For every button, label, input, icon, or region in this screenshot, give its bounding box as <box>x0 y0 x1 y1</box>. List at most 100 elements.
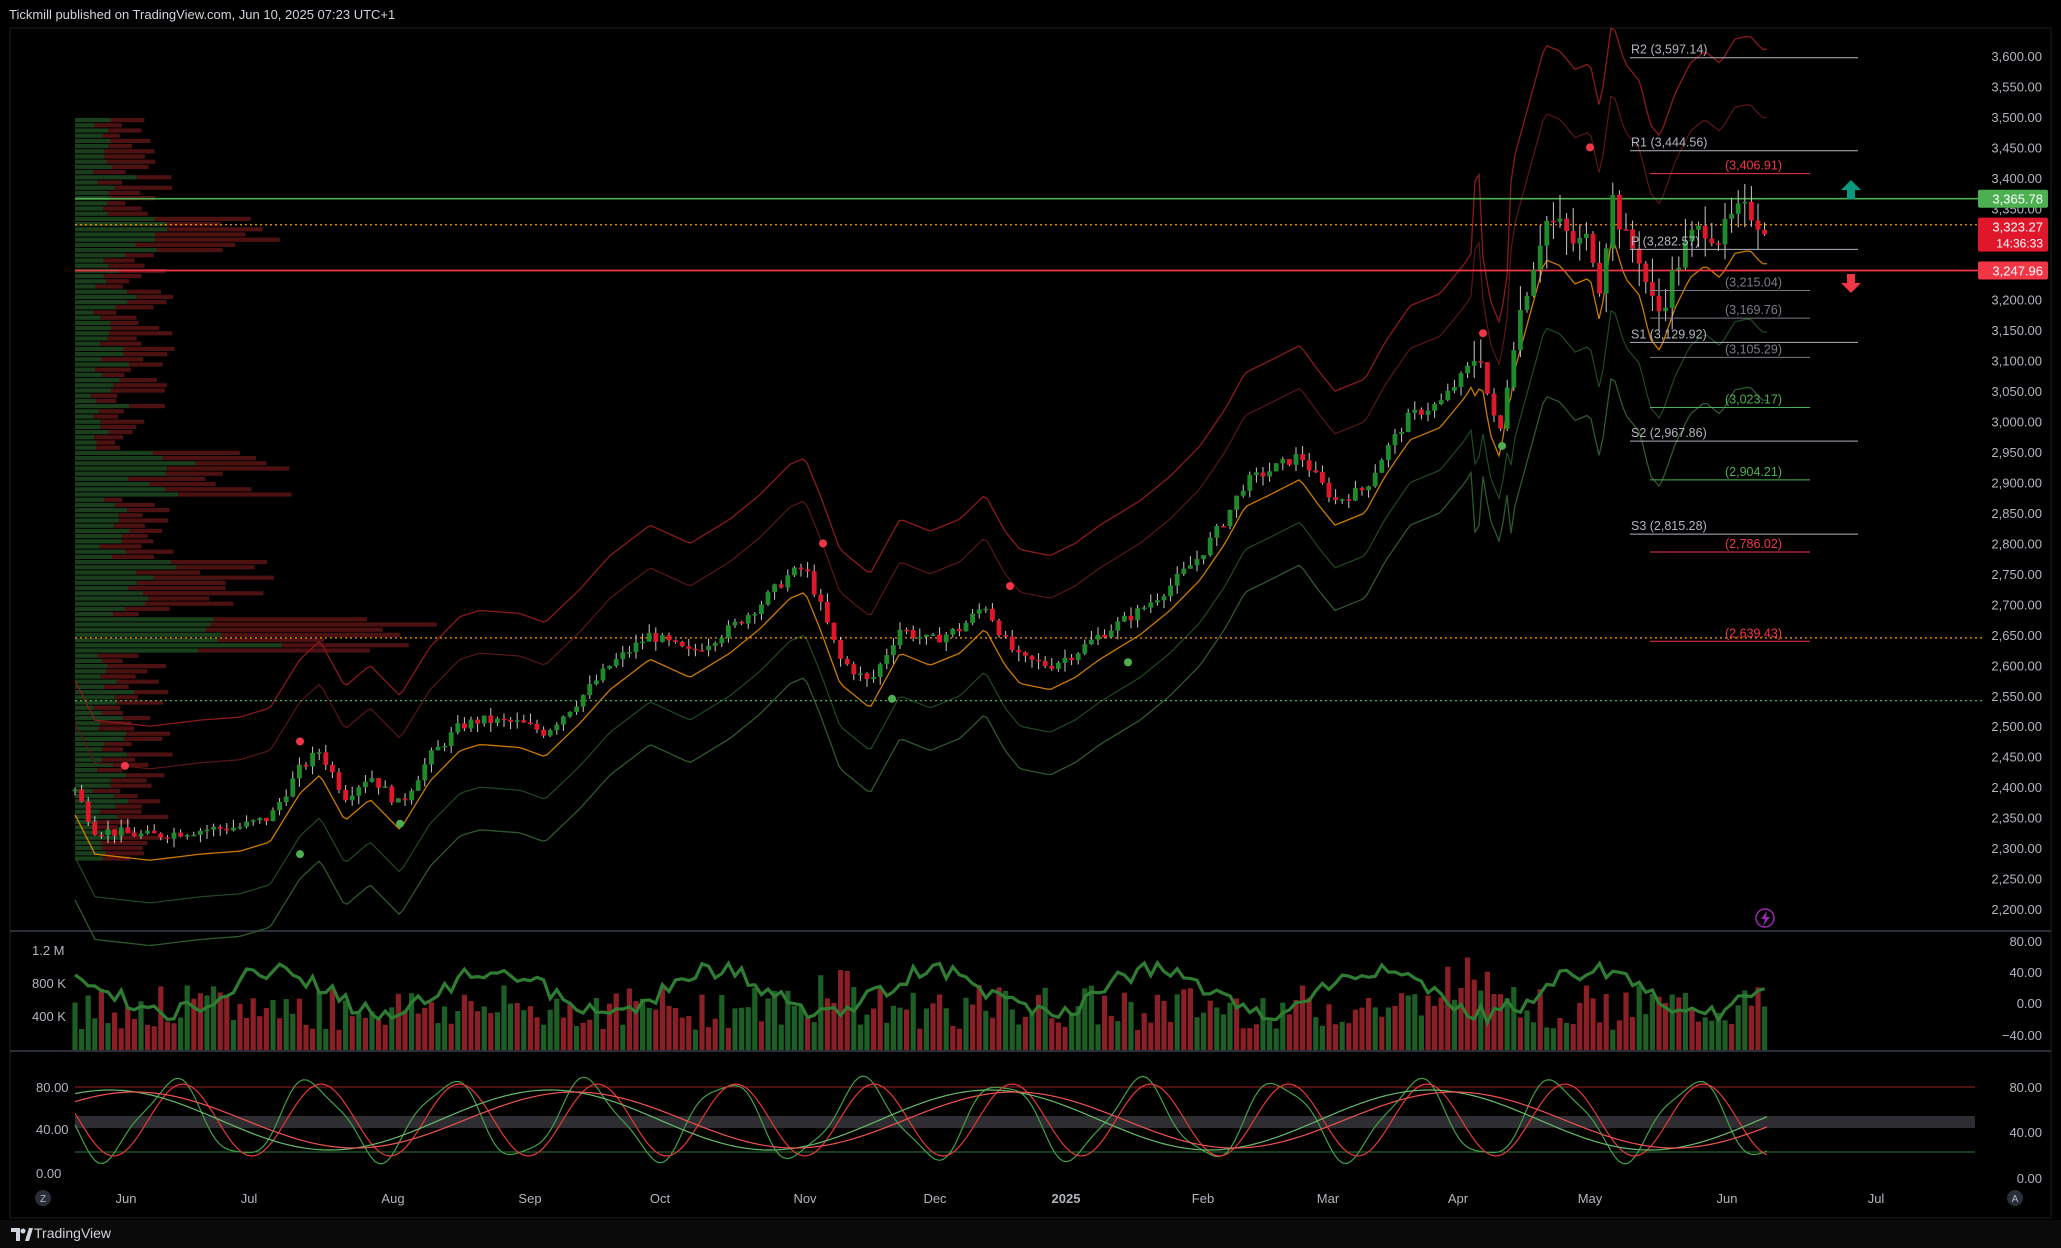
candle-body <box>1504 387 1510 429</box>
candle-body <box>917 637 923 639</box>
candle-body <box>1379 460 1385 473</box>
volume-bar <box>343 1000 349 1050</box>
profile-bar-buy <box>75 310 94 315</box>
candle-body <box>435 746 441 751</box>
volume-bar <box>956 1028 962 1050</box>
volume-bar <box>1227 1002 1233 1050</box>
candle-body <box>567 711 573 717</box>
volume-bar <box>1729 1023 1735 1050</box>
profile-bar-sell <box>123 346 175 351</box>
profile-bar-sell <box>129 362 163 367</box>
candle-body <box>851 664 857 675</box>
volume-bar <box>541 1024 547 1050</box>
candle-body <box>897 629 903 646</box>
time-axis[interactable]: Jun Jul Aug Sep Oct Nov Dec 2025 Feb Mar Apr May Jun… <box>35 1190 2023 1206</box>
month-label: Jun <box>116 1191 137 1206</box>
volume-bar <box>270 999 276 1050</box>
volume-bar <box>389 1007 395 1050</box>
month-label: Mar <box>1317 1191 1340 1206</box>
candle-body <box>1405 412 1411 433</box>
profile-bar-buy <box>75 840 102 845</box>
price-tick-label: 3,450.00 <box>1991 140 2042 155</box>
volume-bar <box>488 1013 494 1050</box>
price-tick-label: 2,250.00 <box>1991 872 2042 887</box>
profile-bar-buy <box>75 445 97 450</box>
candle-body <box>92 821 98 835</box>
profile-bar-sell <box>127 289 161 294</box>
candle-body <box>330 764 335 773</box>
profile-bar-sell <box>116 679 159 684</box>
candle-body <box>759 604 764 615</box>
candle-body <box>1095 634 1101 640</box>
profile-bar-buy <box>75 762 114 767</box>
candle-body <box>983 608 989 611</box>
candle-body <box>785 575 791 588</box>
profile-bar-buy <box>75 258 104 263</box>
profile-bar-sell <box>165 487 252 492</box>
volume-bar <box>191 998 197 1050</box>
candle-body <box>178 832 183 837</box>
profile-bar-sell <box>195 461 267 466</box>
candle-body <box>1392 434 1398 446</box>
volume-bar <box>1115 1021 1121 1050</box>
candle-body <box>930 634 936 636</box>
profile-bar-buy <box>75 627 206 632</box>
volume-bar <box>263 1008 269 1050</box>
volume-bar <box>1016 1024 1022 1050</box>
candle-body <box>1590 233 1596 263</box>
resistance-price-badge: 3,365.78 <box>1992 192 2043 207</box>
profile-bar-buy <box>75 352 124 357</box>
volume-bar <box>772 990 778 1050</box>
stoch-tick-left: 0.00 <box>36 1166 61 1181</box>
profile-bar-sell <box>97 653 139 658</box>
volume-bar <box>428 1002 434 1050</box>
volume-bar <box>1498 994 1504 1050</box>
volume-bar <box>356 1013 362 1050</box>
volume-bar <box>79 1028 85 1050</box>
volume-bar <box>1471 979 1477 1050</box>
countdown-label: 14:36:33 <box>1996 237 2043 251</box>
profile-bar-buy <box>75 716 124 721</box>
support-price-badge: 3,247.96 <box>1992 263 2043 278</box>
profile-bar-sell <box>94 123 122 128</box>
candle-body <box>1287 459 1292 465</box>
profile-bar-buy <box>75 383 114 388</box>
profile-bar-buy <box>75 201 108 206</box>
candle-body <box>1108 630 1114 638</box>
candle-body <box>1663 307 1668 312</box>
up-arrow-icon <box>1841 180 1861 199</box>
profile-bar-sell <box>118 513 143 518</box>
candle-body <box>752 614 758 616</box>
profile-bar-buy <box>75 274 104 279</box>
volume-bar <box>673 1007 679 1050</box>
publish-text: Tickmill published on TradingView.com, J… <box>9 7 396 22</box>
profile-bar-sell <box>111 164 149 169</box>
profile-bar-buy <box>75 726 99 731</box>
volume-bar <box>1590 998 1596 1050</box>
candle-body <box>118 827 124 836</box>
volume-bar <box>1253 1024 1259 1050</box>
price-tick-label: 2,300.00 <box>1991 841 2042 856</box>
profile-bar-sell <box>136 570 201 575</box>
candle-body <box>1623 229 1629 231</box>
price-chart[interactable]: R2 (3,597.14) R1 (3,444.56) (3,406.91) P (3… <box>0 0 2061 1220</box>
lightning-icon[interactable] <box>1755 908 1775 928</box>
candle-body <box>1148 602 1154 608</box>
profile-bar-sell <box>156 248 223 253</box>
profile-bar-buy <box>75 757 103 762</box>
candle-body <box>1293 454 1299 465</box>
price-axis[interactable]: 3,600.00 3,550.00 3,500.00 3,450.00 3,400.00… <box>1991 49 2042 917</box>
volume-bar <box>310 1028 316 1050</box>
volume-bar <box>1207 1000 1213 1050</box>
volume-bar <box>244 1017 250 1050</box>
candle-body <box>1511 350 1517 388</box>
candle-body <box>772 584 777 593</box>
volume-bar <box>1676 997 1682 1050</box>
profile-bar-sell <box>101 357 144 362</box>
candle-body <box>904 629 909 632</box>
candle-body <box>349 795 355 801</box>
profile-bar-sell <box>108 430 133 435</box>
volume-bar <box>765 998 771 1050</box>
volume-bar <box>712 1018 718 1050</box>
volume-bar <box>1524 1010 1530 1050</box>
